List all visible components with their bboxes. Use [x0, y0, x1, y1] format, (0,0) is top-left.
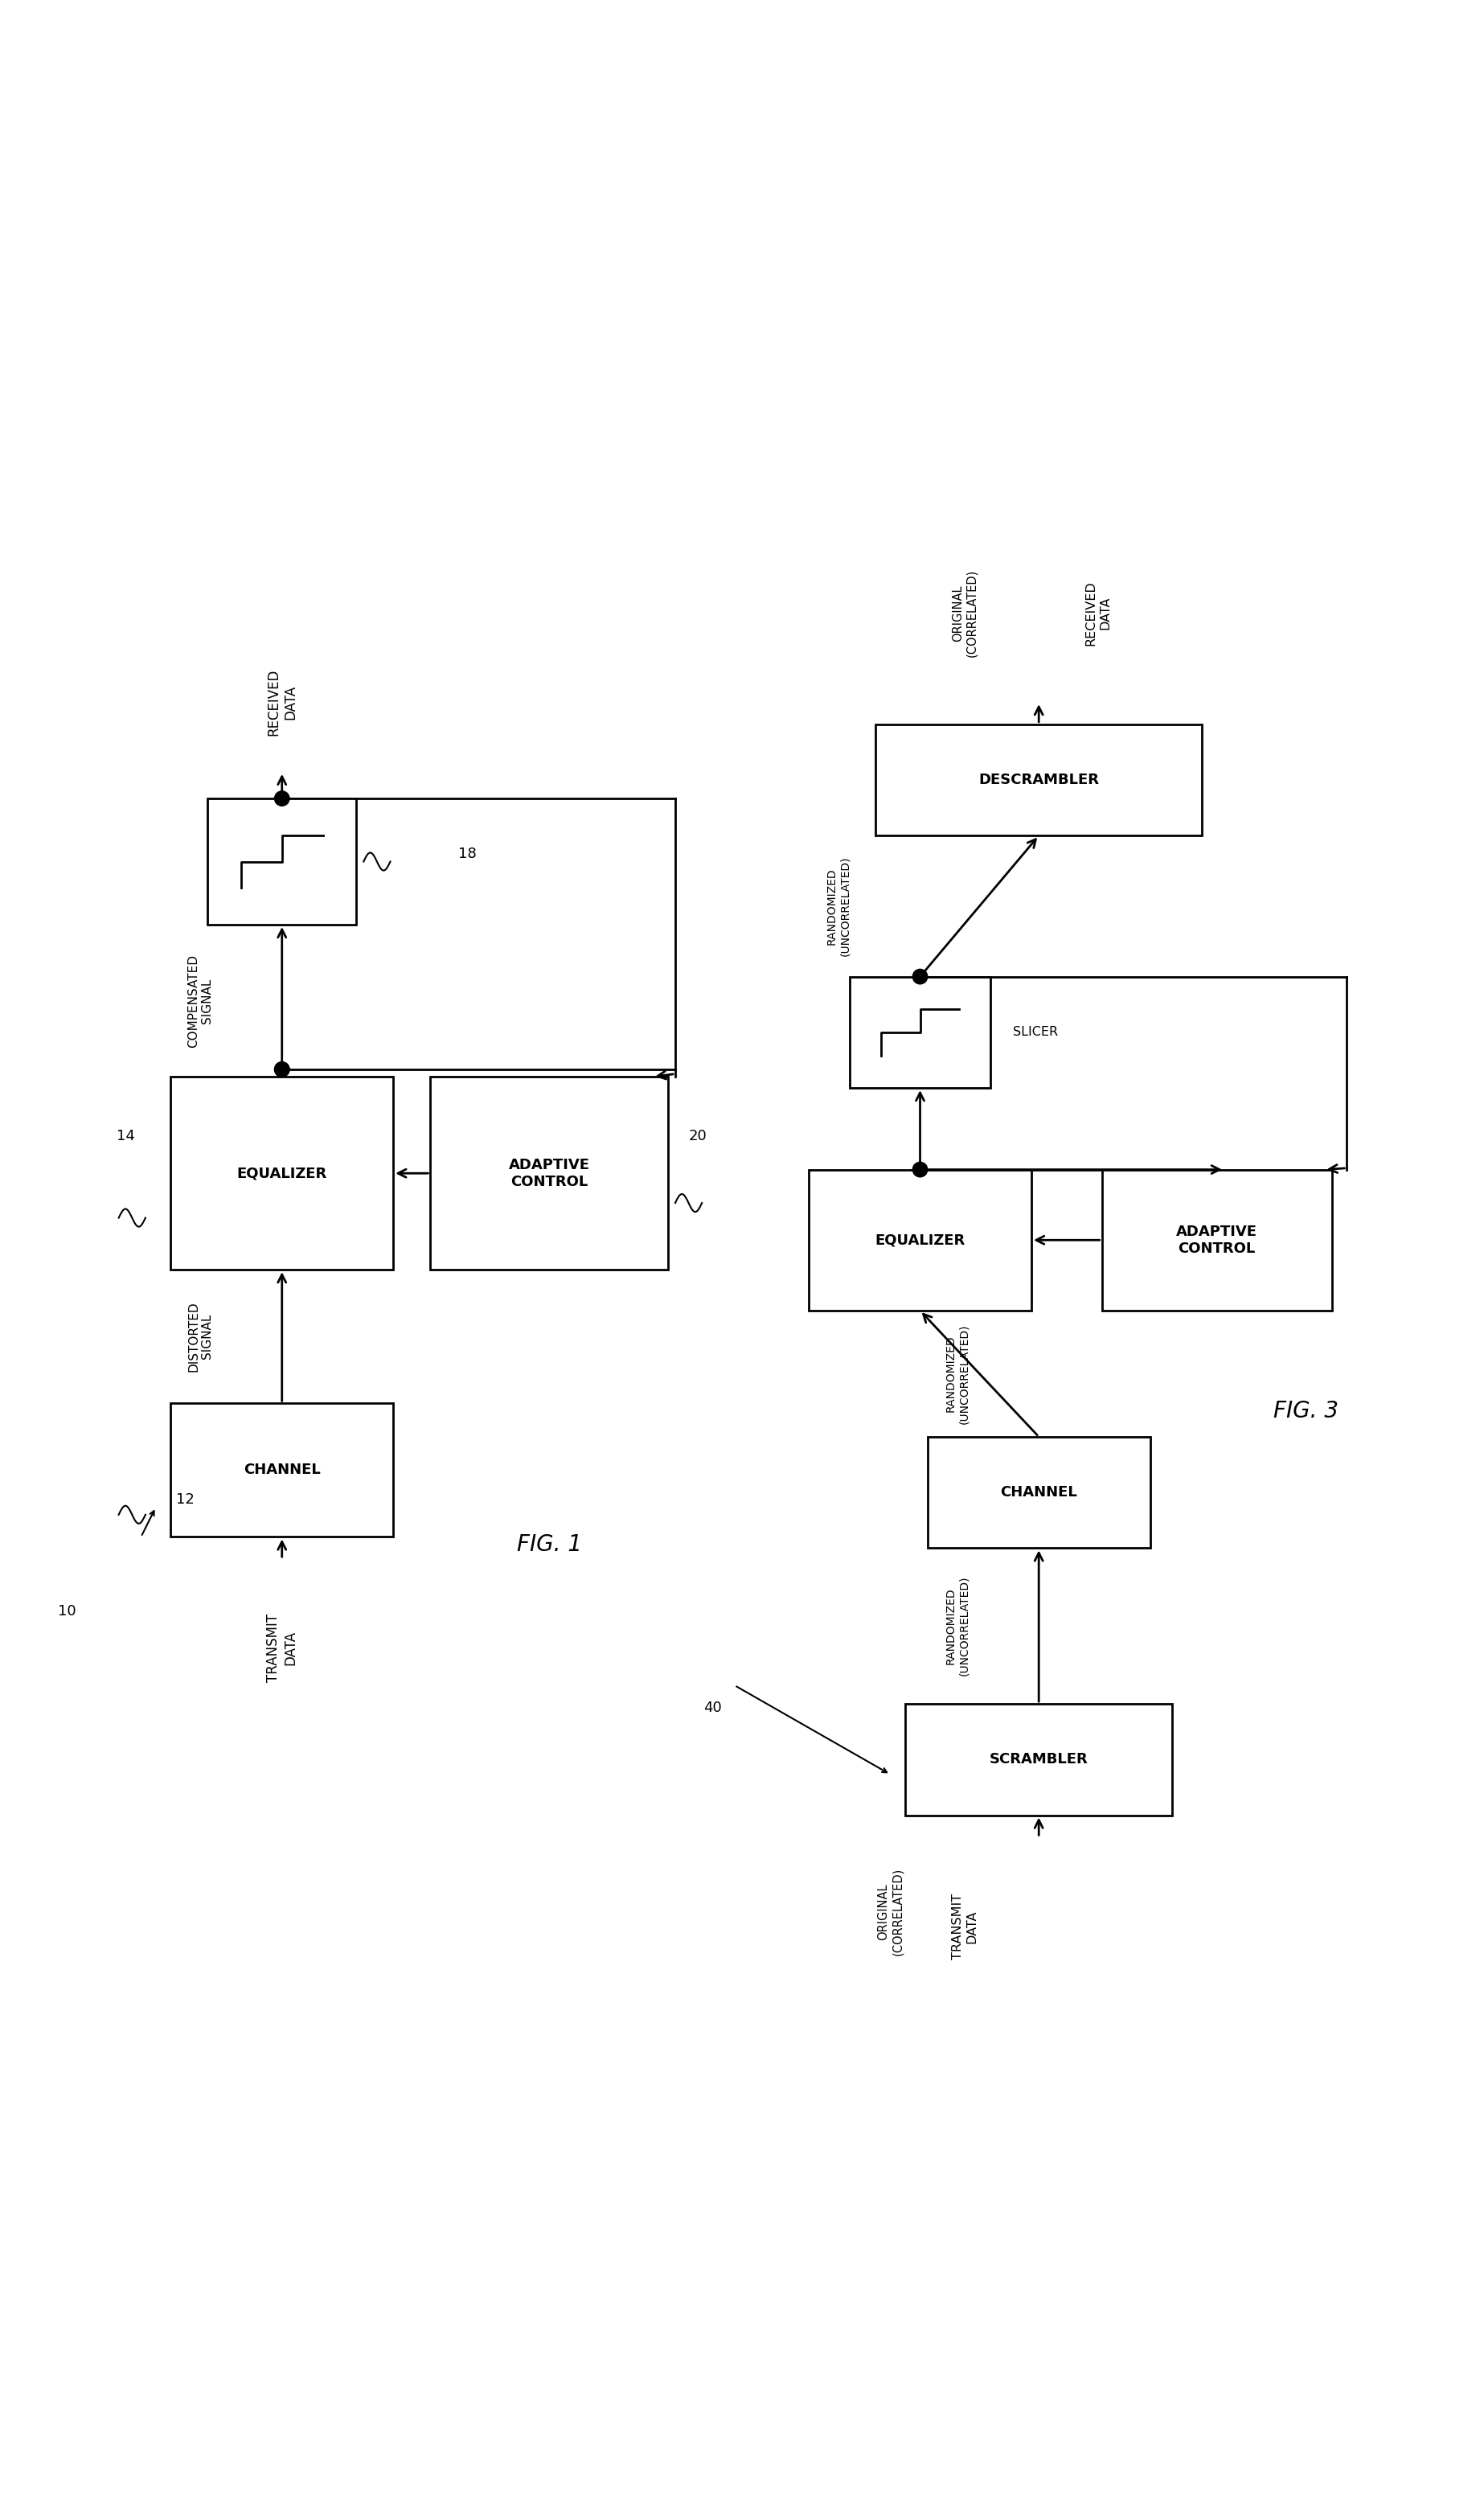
Circle shape [913, 968, 928, 983]
Circle shape [275, 1063, 289, 1078]
Bar [208, 798, 356, 926]
Bar [809, 1170, 1031, 1310]
Text: CHANNEL: CHANNEL [243, 1462, 321, 1477]
Bar [171, 1402, 393, 1537]
Text: ADAPTIVE
CONTROL: ADAPTIVE CONTROL [1177, 1225, 1257, 1255]
Text: RECEIVED
DATA: RECEIVED DATA [1085, 581, 1112, 646]
Circle shape [275, 791, 289, 806]
Text: 10: 10 [58, 1604, 76, 1619]
Text: FIG. 3: FIG. 3 [1273, 1400, 1339, 1422]
Circle shape [913, 1163, 928, 1178]
Text: TRANSMIT
DATA: TRANSMIT DATA [266, 1614, 298, 1682]
Bar [876, 724, 1202, 836]
Text: 40: 40 [703, 1702, 721, 1714]
Text: ORIGINAL
(CORRELATED): ORIGINAL (CORRELATED) [877, 1869, 904, 1956]
Bar [905, 1704, 1172, 1816]
Text: 14: 14 [117, 1128, 135, 1143]
Text: ADAPTIVE
CONTROL: ADAPTIVE CONTROL [509, 1158, 589, 1190]
Bar [171, 1078, 393, 1270]
Text: SLICER: SLICER [1012, 1025, 1058, 1038]
Bar [430, 1078, 668, 1270]
Text: 18: 18 [459, 846, 476, 861]
Text: RANDOMIZED
(UNCORRELATED): RANDOMIZED (UNCORRELATED) [945, 1577, 969, 1677]
Text: EQUALIZER: EQUALIZER [876, 1233, 965, 1248]
Text: SCRAMBLER: SCRAMBLER [990, 1751, 1088, 1766]
Text: RANDOMIZED
(UNCORRELATED): RANDOMIZED (UNCORRELATED) [827, 856, 850, 956]
Text: 20: 20 [689, 1128, 706, 1143]
Text: RANDOMIZED
(UNCORRELATED): RANDOMIZED (UNCORRELATED) [945, 1325, 969, 1425]
Text: ORIGINAL
(CORRELATED): ORIGINAL (CORRELATED) [951, 569, 978, 656]
Text: DESCRAMBLER: DESCRAMBLER [978, 773, 1100, 788]
Text: FIG. 1: FIG. 1 [516, 1532, 582, 1554]
Text: COMPENSATED
SIGNAL: COMPENSATED SIGNAL [187, 953, 214, 1048]
Text: RECEIVED
DATA: RECEIVED DATA [266, 669, 298, 736]
Text: 12: 12 [177, 1492, 194, 1507]
Bar [849, 976, 990, 1088]
Text: TRANSMIT
DATA: TRANSMIT DATA [951, 1894, 978, 1959]
Circle shape [275, 1063, 289, 1078]
Bar [928, 1437, 1150, 1547]
Text: DISTORTED
SIGNAL: DISTORTED SIGNAL [187, 1302, 214, 1372]
Bar [1101, 1170, 1333, 1310]
Text: CHANNEL: CHANNEL [1000, 1485, 1077, 1499]
Text: EQUALIZER: EQUALIZER [237, 1165, 326, 1180]
